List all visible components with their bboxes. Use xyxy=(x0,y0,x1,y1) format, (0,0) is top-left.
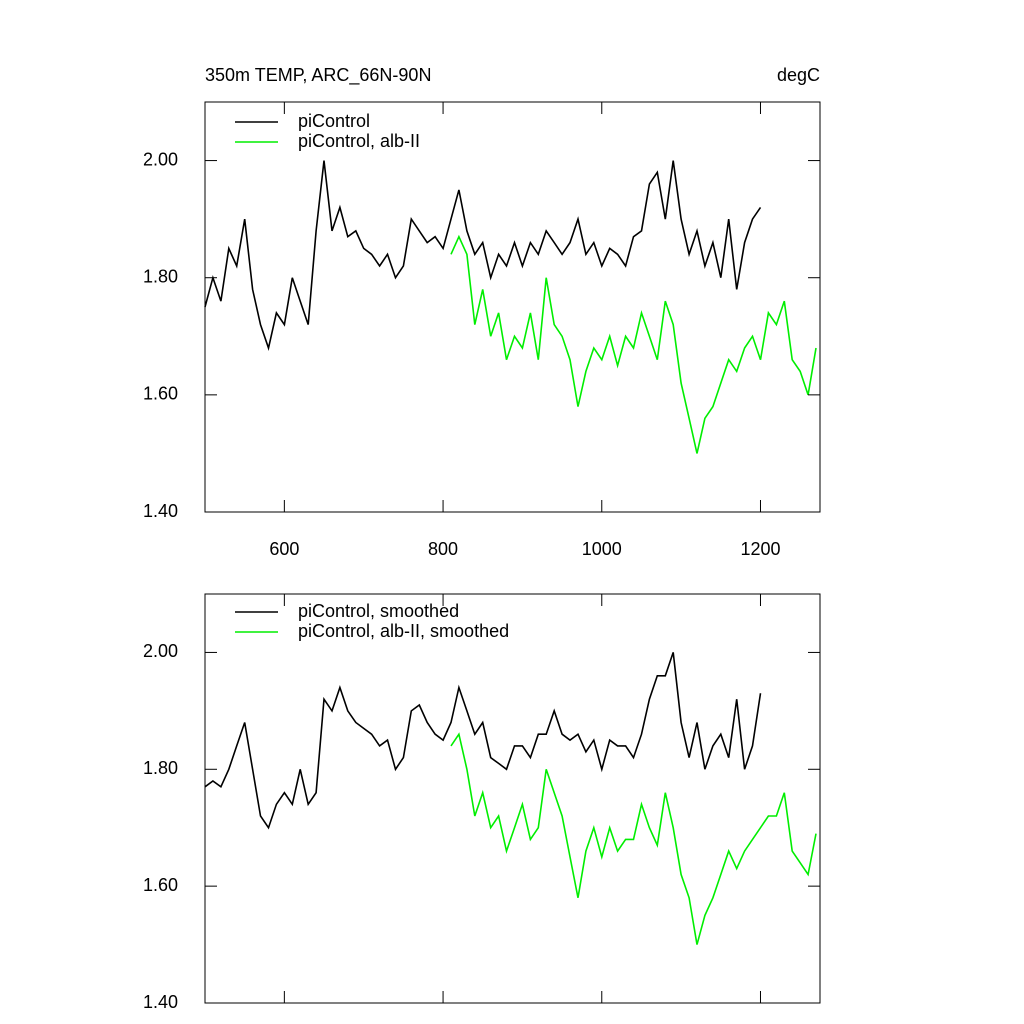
x-tick-label: 600 xyxy=(269,539,299,559)
data-line xyxy=(204,160,762,351)
y-tick-label: 1.80 xyxy=(143,266,178,286)
data-line xyxy=(450,732,817,945)
x-tick-label: 800 xyxy=(428,539,458,559)
legend-label: piControl, smoothed xyxy=(298,601,459,621)
units-label: degC xyxy=(777,65,820,85)
y-tick-label: 1.40 xyxy=(143,992,178,1012)
legend-label: piControl, alb-II, smoothed xyxy=(298,621,509,641)
x-tick-label: 1000 xyxy=(582,539,622,559)
y-tick-label: 1.40 xyxy=(143,501,178,521)
plot-frame xyxy=(204,593,821,1004)
y-tick-label: 1.60 xyxy=(143,875,178,895)
legend-label: piControl xyxy=(298,111,370,131)
legend-label: piControl, alb-II xyxy=(298,131,420,151)
y-tick-label: 1.80 xyxy=(143,758,178,778)
x-tick-label: 1200 xyxy=(740,539,780,559)
y-tick-label: 2.00 xyxy=(143,149,178,169)
chart-title: 350m TEMP, ARC_66N-90N xyxy=(205,65,431,86)
plot-frame xyxy=(204,101,821,513)
data-line xyxy=(204,652,762,830)
y-tick-label: 1.60 xyxy=(143,384,178,404)
data-line xyxy=(450,234,817,454)
y-tick-label: 2.00 xyxy=(143,641,178,661)
